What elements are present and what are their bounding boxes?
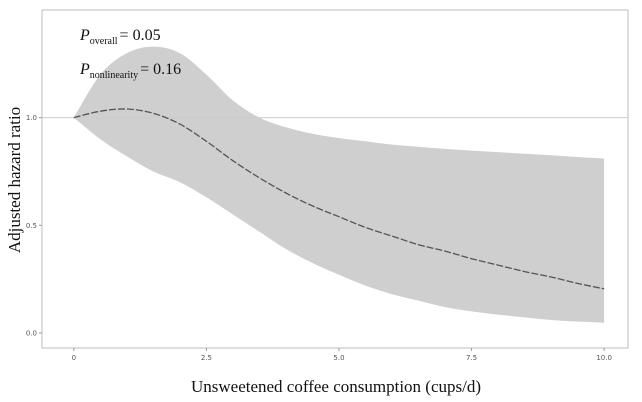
x-tick-label: 2.5 [201, 354, 212, 362]
p-nonlinearity-subscript: nonlinearity [90, 70, 138, 81]
p-nonlinearity-symbol: P [79, 61, 90, 78]
p-overall-subscript: overall [90, 36, 118, 47]
y-tick-label: 0.0 [26, 329, 37, 337]
confidence-band [73, 46, 605, 323]
p-overall-symbol: P [79, 27, 90, 44]
x-tick-label: 0 [72, 354, 76, 362]
p-overall-value: = 0.05 [120, 27, 161, 44]
p-nonlinearity-value: = 0.16 [140, 61, 181, 78]
x-tick-label: 7.5 [466, 354, 477, 362]
hazard-ratio-line [73, 108, 605, 290]
p-nonlinearity-annotation: Pnonlinearity = 0.16 [79, 61, 181, 81]
x-axis-title: Unsweetened coffee consumption (cups/d) [191, 377, 481, 396]
x-tick-label: 10.0 [596, 354, 612, 362]
y-tick-label: 0.5 [26, 222, 37, 230]
x-axis-ticks: 0 2.5 5.0 7.5 10.0 [72, 348, 612, 362]
x-tick-label: 5.0 [333, 354, 344, 362]
p-overall-annotation: Poverall = 0.05 [79, 27, 161, 47]
y-axis-title: Adjusted hazard ratio [5, 107, 24, 253]
y-axis-ticks: 0.0 0.5 1.0 [26, 114, 42, 337]
y-tick-label: 1.0 [26, 114, 37, 122]
